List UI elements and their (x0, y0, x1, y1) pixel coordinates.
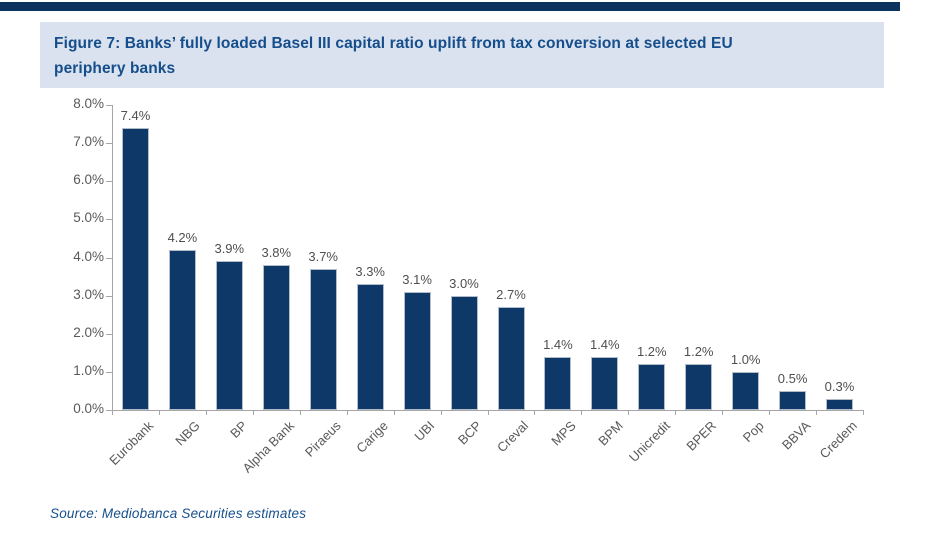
x-axis-label-mps: MPS (547, 418, 579, 449)
y-axis-tick-mark (106, 410, 112, 411)
bar-mps (544, 356, 572, 410)
x-axis-tick-mark (346, 410, 348, 415)
bar-value-label-bcp: 3.0% (449, 275, 479, 291)
x-axis-tick-mark (534, 410, 536, 415)
y-axis-tick-label: 4.0% (73, 248, 104, 264)
bar-credem (826, 398, 853, 410)
bar-nbg (168, 249, 196, 410)
x-axis-label-creval: Creval (494, 418, 532, 456)
bar-value-label-bp: 3.9% (214, 241, 245, 257)
x-axis-label-bper: BPER (683, 418, 720, 454)
x-axis-label-bbva: BBVA (778, 418, 814, 453)
x-axis-tick-mark (112, 410, 113, 415)
y-axis-tick-mark (106, 295, 112, 297)
bar-piraeus (309, 268, 337, 410)
x-axis-label-pop: Pop (739, 418, 767, 445)
bar-creval (497, 307, 525, 410)
figure-title-box: Figure 7: Banks’ fully loaded Basel III … (40, 22, 884, 88)
bar-value-label-pop: 1.0% (730, 351, 761, 367)
x-axis-label-nbg: NBG (172, 418, 204, 449)
bar-unicredit (638, 364, 666, 411)
x-axis-tick-mark (722, 410, 724, 415)
x-axis-label-eurobank: Eurobank (106, 418, 157, 468)
bar-value-label-bper: 1.2% (683, 344, 714, 360)
x-axis-label-carige: Carige (353, 418, 391, 456)
bar-value-label-bpm: 1.4% (589, 336, 620, 352)
x-axis-tick-mark (252, 410, 254, 415)
source-note: Source: Mediobanca Securities estimates (50, 506, 307, 521)
bar-value-label-nbg: 4.2% (167, 229, 198, 245)
bar-bp (215, 261, 243, 410)
bar-value-label-ubi: 3.1% (402, 271, 432, 287)
x-axis-tick-mark (487, 410, 489, 415)
y-axis-tick-label: 8.0% (73, 96, 104, 111)
bar-bpm (591, 356, 619, 410)
bar-bcp (450, 295, 478, 410)
figure-title-line-2: periphery banks (54, 60, 176, 77)
bar-value-label-alpha-bank: 3.8% (261, 245, 292, 261)
x-axis-tick-mark (863, 410, 864, 415)
y-axis-tick-mark (106, 143, 112, 145)
bar-ubi (403, 291, 431, 410)
bar-value-label-credem: 0.3% (824, 378, 855, 394)
x-axis-tick-mark (393, 410, 395, 415)
y-axis-tick-label: 1.0% (73, 362, 104, 378)
y-axis-tick-mark (106, 257, 112, 259)
top-divider-bar (0, 2, 900, 11)
x-axis-tick-mark (158, 410, 160, 415)
bar-value-label-creval: 2.7% (496, 287, 526, 303)
x-axis-label-unicredit: Unicredit (625, 418, 673, 465)
y-axis-line (112, 105, 113, 410)
x-axis-label-piraeus: Piraeus (302, 418, 344, 460)
bar-bbva (779, 390, 807, 410)
x-axis-tick-mark (816, 410, 818, 415)
bar-value-label-mps: 1.4% (543, 336, 573, 352)
bar-bper (685, 364, 713, 411)
y-axis-tick-mark (106, 333, 112, 335)
y-axis-tick-mark (106, 105, 112, 106)
y-axis-tick-label: 3.0% (73, 286, 104, 302)
bar-value-label-piraeus: 3.7% (308, 248, 338, 264)
x-axis-tick-mark (675, 410, 677, 415)
x-axis-label-credem: Credem (816, 418, 861, 462)
x-axis-label-bcp: BCP (455, 418, 485, 448)
y-axis-tick-label: 2.0% (73, 324, 104, 340)
x-axis-tick-mark (205, 410, 207, 415)
y-axis-tick-mark (106, 181, 112, 183)
bar-value-label-bbva: 0.5% (777, 370, 808, 386)
x-axis-label-bp: BP (227, 418, 250, 441)
x-axis-tick-mark (581, 410, 583, 415)
x-axis-tick-mark (440, 410, 442, 415)
y-axis-tick-mark (106, 219, 112, 221)
figure-title-line-1: Figure 7: Banks’ fully loaded Basel III … (54, 35, 733, 52)
x-axis-label-ubi: UBI (411, 418, 438, 444)
bar-pop (732, 371, 760, 410)
y-axis-tick-mark (106, 371, 112, 373)
bar-value-label-carige: 3.3% (355, 264, 385, 280)
y-axis-tick-label: 6.0% (73, 172, 104, 188)
y-axis-tick-label: 5.0% (73, 210, 104, 226)
bar-alpha-bank (262, 265, 290, 410)
bar-eurobank (122, 127, 149, 410)
x-axis-tick-mark (769, 410, 771, 415)
bar-value-label-unicredit: 1.2% (636, 344, 667, 360)
x-axis-tick-mark (299, 410, 301, 415)
bar-carige (356, 284, 384, 410)
x-axis-label-bpm: BPM (594, 418, 626, 449)
bar-value-label-eurobank: 7.4% (120, 107, 151, 123)
y-axis-tick-label: 7.0% (73, 134, 104, 150)
y-axis-tick-label: 0.0% (73, 401, 104, 416)
x-axis-tick-mark (628, 410, 630, 415)
